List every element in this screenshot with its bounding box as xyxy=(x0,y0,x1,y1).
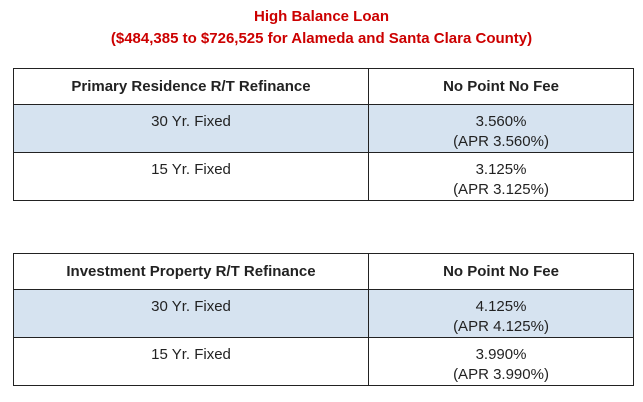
table-row: 15 Yr. Fixed 3.125% (APR 3.125%) xyxy=(13,152,634,201)
apr-value: (APR 3.125%) xyxy=(453,181,549,198)
column-header-pricing: No Point No Fee xyxy=(368,68,634,105)
page-header: High Balance Loan ($484,385 to $726,525 … xyxy=(0,6,643,50)
investment-property-rate-table: Investment Property R/T Refinance No Poi… xyxy=(13,253,634,386)
table-row: 30 Yr. Fixed 4.125% (APR 4.125%) xyxy=(13,289,634,338)
rate-value: 3.990% xyxy=(475,346,527,363)
rate-value: 4.125% xyxy=(475,298,527,315)
table-header-row: Primary Residence R/T Refinance No Point… xyxy=(13,68,634,105)
loan-term-cell: 15 Yr. Fixed xyxy=(13,152,369,201)
table-header-row: Investment Property R/T Refinance No Poi… xyxy=(13,253,634,290)
loan-term-cell: 30 Yr. Fixed xyxy=(13,289,369,338)
rate-cell: 3.560% (APR 3.560%) xyxy=(368,104,634,153)
apr-value: (APR 4.125%) xyxy=(453,318,549,335)
loan-term-cell: 15 Yr. Fixed xyxy=(13,337,369,386)
apr-value: (APR 3.990%) xyxy=(453,366,549,383)
page-title: High Balance Loan xyxy=(253,8,390,25)
column-header-loan-type: Primary Residence R/T Refinance xyxy=(13,68,369,105)
primary-residence-rate-table: Primary Residence R/T Refinance No Point… xyxy=(13,68,634,201)
rate-cell: 4.125% (APR 4.125%) xyxy=(368,289,634,338)
apr-value: (APR 3.560%) xyxy=(453,133,549,150)
loan-term-cell: 30 Yr. Fixed xyxy=(13,104,369,153)
column-header-pricing: No Point No Fee xyxy=(368,253,634,290)
column-header-loan-type: Investment Property R/T Refinance xyxy=(13,253,369,290)
rate-value: 3.125% xyxy=(475,161,527,178)
table-row: 30 Yr. Fixed 3.560% (APR 3.560%) xyxy=(13,104,634,153)
rate-value: 3.560% xyxy=(475,113,527,130)
rate-cell: 3.125% (APR 3.125%) xyxy=(368,152,634,201)
page-subtitle: ($484,385 to $726,525 for Alameda and Sa… xyxy=(110,30,533,47)
table-row: 15 Yr. Fixed 3.990% (APR 3.990%) xyxy=(13,337,634,386)
rate-cell: 3.990% (APR 3.990%) xyxy=(368,337,634,386)
